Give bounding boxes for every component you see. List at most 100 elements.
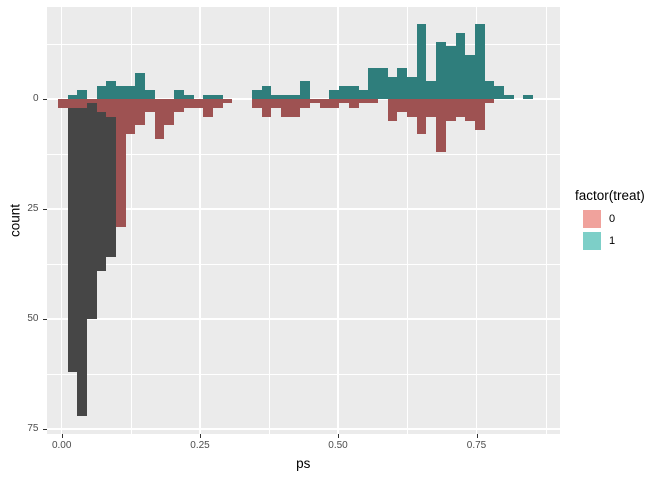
minor-gridline-vertical xyxy=(269,7,271,434)
y-axis-tick-mark xyxy=(43,209,47,210)
hist-bar-treat0 xyxy=(396,99,407,113)
legend-key-1 xyxy=(583,232,601,250)
x-axis-title: ps xyxy=(296,456,311,471)
y-axis-tick-mark xyxy=(43,319,47,320)
major-gridline-horizontal xyxy=(46,318,560,320)
hist-bar-treat1 xyxy=(503,94,514,99)
hist-bar-treat0 xyxy=(67,99,77,108)
hist-bar-treat0 xyxy=(309,99,320,104)
hist-bar-treat1 xyxy=(348,85,359,99)
hist-bar-treat1 xyxy=(464,55,475,99)
legend: factor(treat) 0 1 xyxy=(575,188,670,258)
hist-bar-treat0 xyxy=(193,99,203,108)
hist-bar-treat1 xyxy=(134,72,145,99)
hist-bar-treat0 xyxy=(96,99,106,113)
hist-bar-treat1 xyxy=(173,90,184,99)
hist-bar-treat1 xyxy=(202,94,213,99)
hist-bar-treat0 xyxy=(173,99,184,113)
hist-bar-treat0 xyxy=(445,99,456,121)
hist-bar-treat0 xyxy=(299,99,310,108)
hist-bar-treat1 xyxy=(67,94,77,99)
hist-bar-treat1 xyxy=(183,94,194,99)
hist-bar-treat1 xyxy=(522,94,533,99)
legend-key-0 xyxy=(583,210,601,228)
hist-bar-treat1 xyxy=(435,41,446,99)
hist-bar-treat0 xyxy=(484,99,494,104)
hist-bar-dark xyxy=(105,99,116,258)
hist-bar-treat1 xyxy=(299,81,310,99)
minor-gridline-horizontal xyxy=(46,374,560,375)
hist-bar-treat0 xyxy=(319,99,329,108)
major-gridline-vertical xyxy=(199,7,201,434)
hist-bar-treat0 xyxy=(338,99,349,104)
hist-bar-treat1 xyxy=(358,90,368,99)
legend-label-1: 1 xyxy=(609,235,616,247)
hist-bar-treat1 xyxy=(125,85,135,99)
hist-bar-treat0 xyxy=(202,99,213,117)
hist-bar-treat0 xyxy=(163,99,174,126)
hist-bar-treat0 xyxy=(416,99,426,135)
major-gridline-horizontal xyxy=(46,208,560,210)
hist-bar-treat0 xyxy=(251,99,262,108)
hist-bar-treat1 xyxy=(270,94,281,99)
hist-bar-treat0 xyxy=(435,99,446,152)
hist-bar-treat1 xyxy=(115,85,126,99)
hist-bar-treat0 xyxy=(261,99,271,117)
hist-bar-treat1 xyxy=(105,81,116,99)
hist-bar-treat0 xyxy=(212,99,223,108)
hist-bar-treat1 xyxy=(425,81,436,99)
x-axis-tick-mark xyxy=(476,434,478,438)
plot-panel xyxy=(46,7,560,434)
hist-bar-treat0 xyxy=(183,99,194,108)
hist-bar-treat1 xyxy=(396,68,407,99)
major-gridline-vertical xyxy=(337,7,339,434)
x-axis-tick-label: 0.25 xyxy=(190,440,210,451)
x-axis-tick-label: 0.50 xyxy=(328,440,348,451)
hist-bar-treat1 xyxy=(290,94,300,99)
minor-gridline-vertical xyxy=(130,7,132,434)
hist-bar-treat1 xyxy=(251,90,262,99)
x-axis-tick-label: 0.75 xyxy=(466,440,487,451)
minor-gridline-horizontal xyxy=(46,44,560,45)
hist-bar-treat1 xyxy=(280,94,291,99)
hist-bar-treat1 xyxy=(377,68,388,99)
x-axis-tick-label: 0.00 xyxy=(51,440,72,451)
hist-bar-treat1 xyxy=(445,46,456,99)
hist-bar-treat1 xyxy=(96,85,106,99)
y-axis-tick-label: 75 xyxy=(27,423,39,434)
minor-gridline-horizontal xyxy=(46,154,560,155)
legend-label-0: 0 xyxy=(609,213,616,225)
hist-bar-treat1 xyxy=(261,85,271,99)
hist-bar-treat0 xyxy=(115,99,126,227)
hist-bar-treat0 xyxy=(144,99,155,113)
hist-bar-treat1 xyxy=(144,90,155,99)
hist-bar-treat0 xyxy=(425,99,436,117)
hist-bar-treat0 xyxy=(222,99,232,104)
major-gridline-vertical xyxy=(475,7,478,434)
hist-bar-treat1 xyxy=(338,85,349,99)
hist-bar-treat1 xyxy=(387,77,397,99)
hist-bar-treat0 xyxy=(348,99,359,108)
hist-bar-dark xyxy=(96,99,106,271)
hist-bar-treat0 xyxy=(134,99,145,126)
hist-bar-treat1 xyxy=(212,94,223,99)
hist-bar-dark xyxy=(67,99,77,372)
hist-bar-treat0 xyxy=(76,99,87,108)
hist-bar-treat0 xyxy=(455,99,465,117)
hist-bar-treat1 xyxy=(474,24,485,99)
hist-bar-treat0 xyxy=(86,99,97,104)
hist-bar-treat0 xyxy=(280,99,291,117)
hist-bar-treat1 xyxy=(416,24,426,99)
hist-bar-treat0 xyxy=(270,99,281,108)
hist-bar-treat0 xyxy=(328,99,339,108)
hist-bar-treat1 xyxy=(455,33,465,99)
y-axis-tick-mark xyxy=(43,429,47,430)
x-axis-tick-mark xyxy=(200,434,201,438)
y-axis-tick-mark xyxy=(43,99,47,100)
major-gridline-horizontal xyxy=(46,428,560,430)
hist-bar-treat1 xyxy=(484,81,494,99)
hist-bar-treat1 xyxy=(367,68,378,99)
hist-bar-treat1 xyxy=(76,90,87,99)
minor-gridline-vertical xyxy=(545,7,547,434)
major-gridline-vertical xyxy=(60,7,63,434)
